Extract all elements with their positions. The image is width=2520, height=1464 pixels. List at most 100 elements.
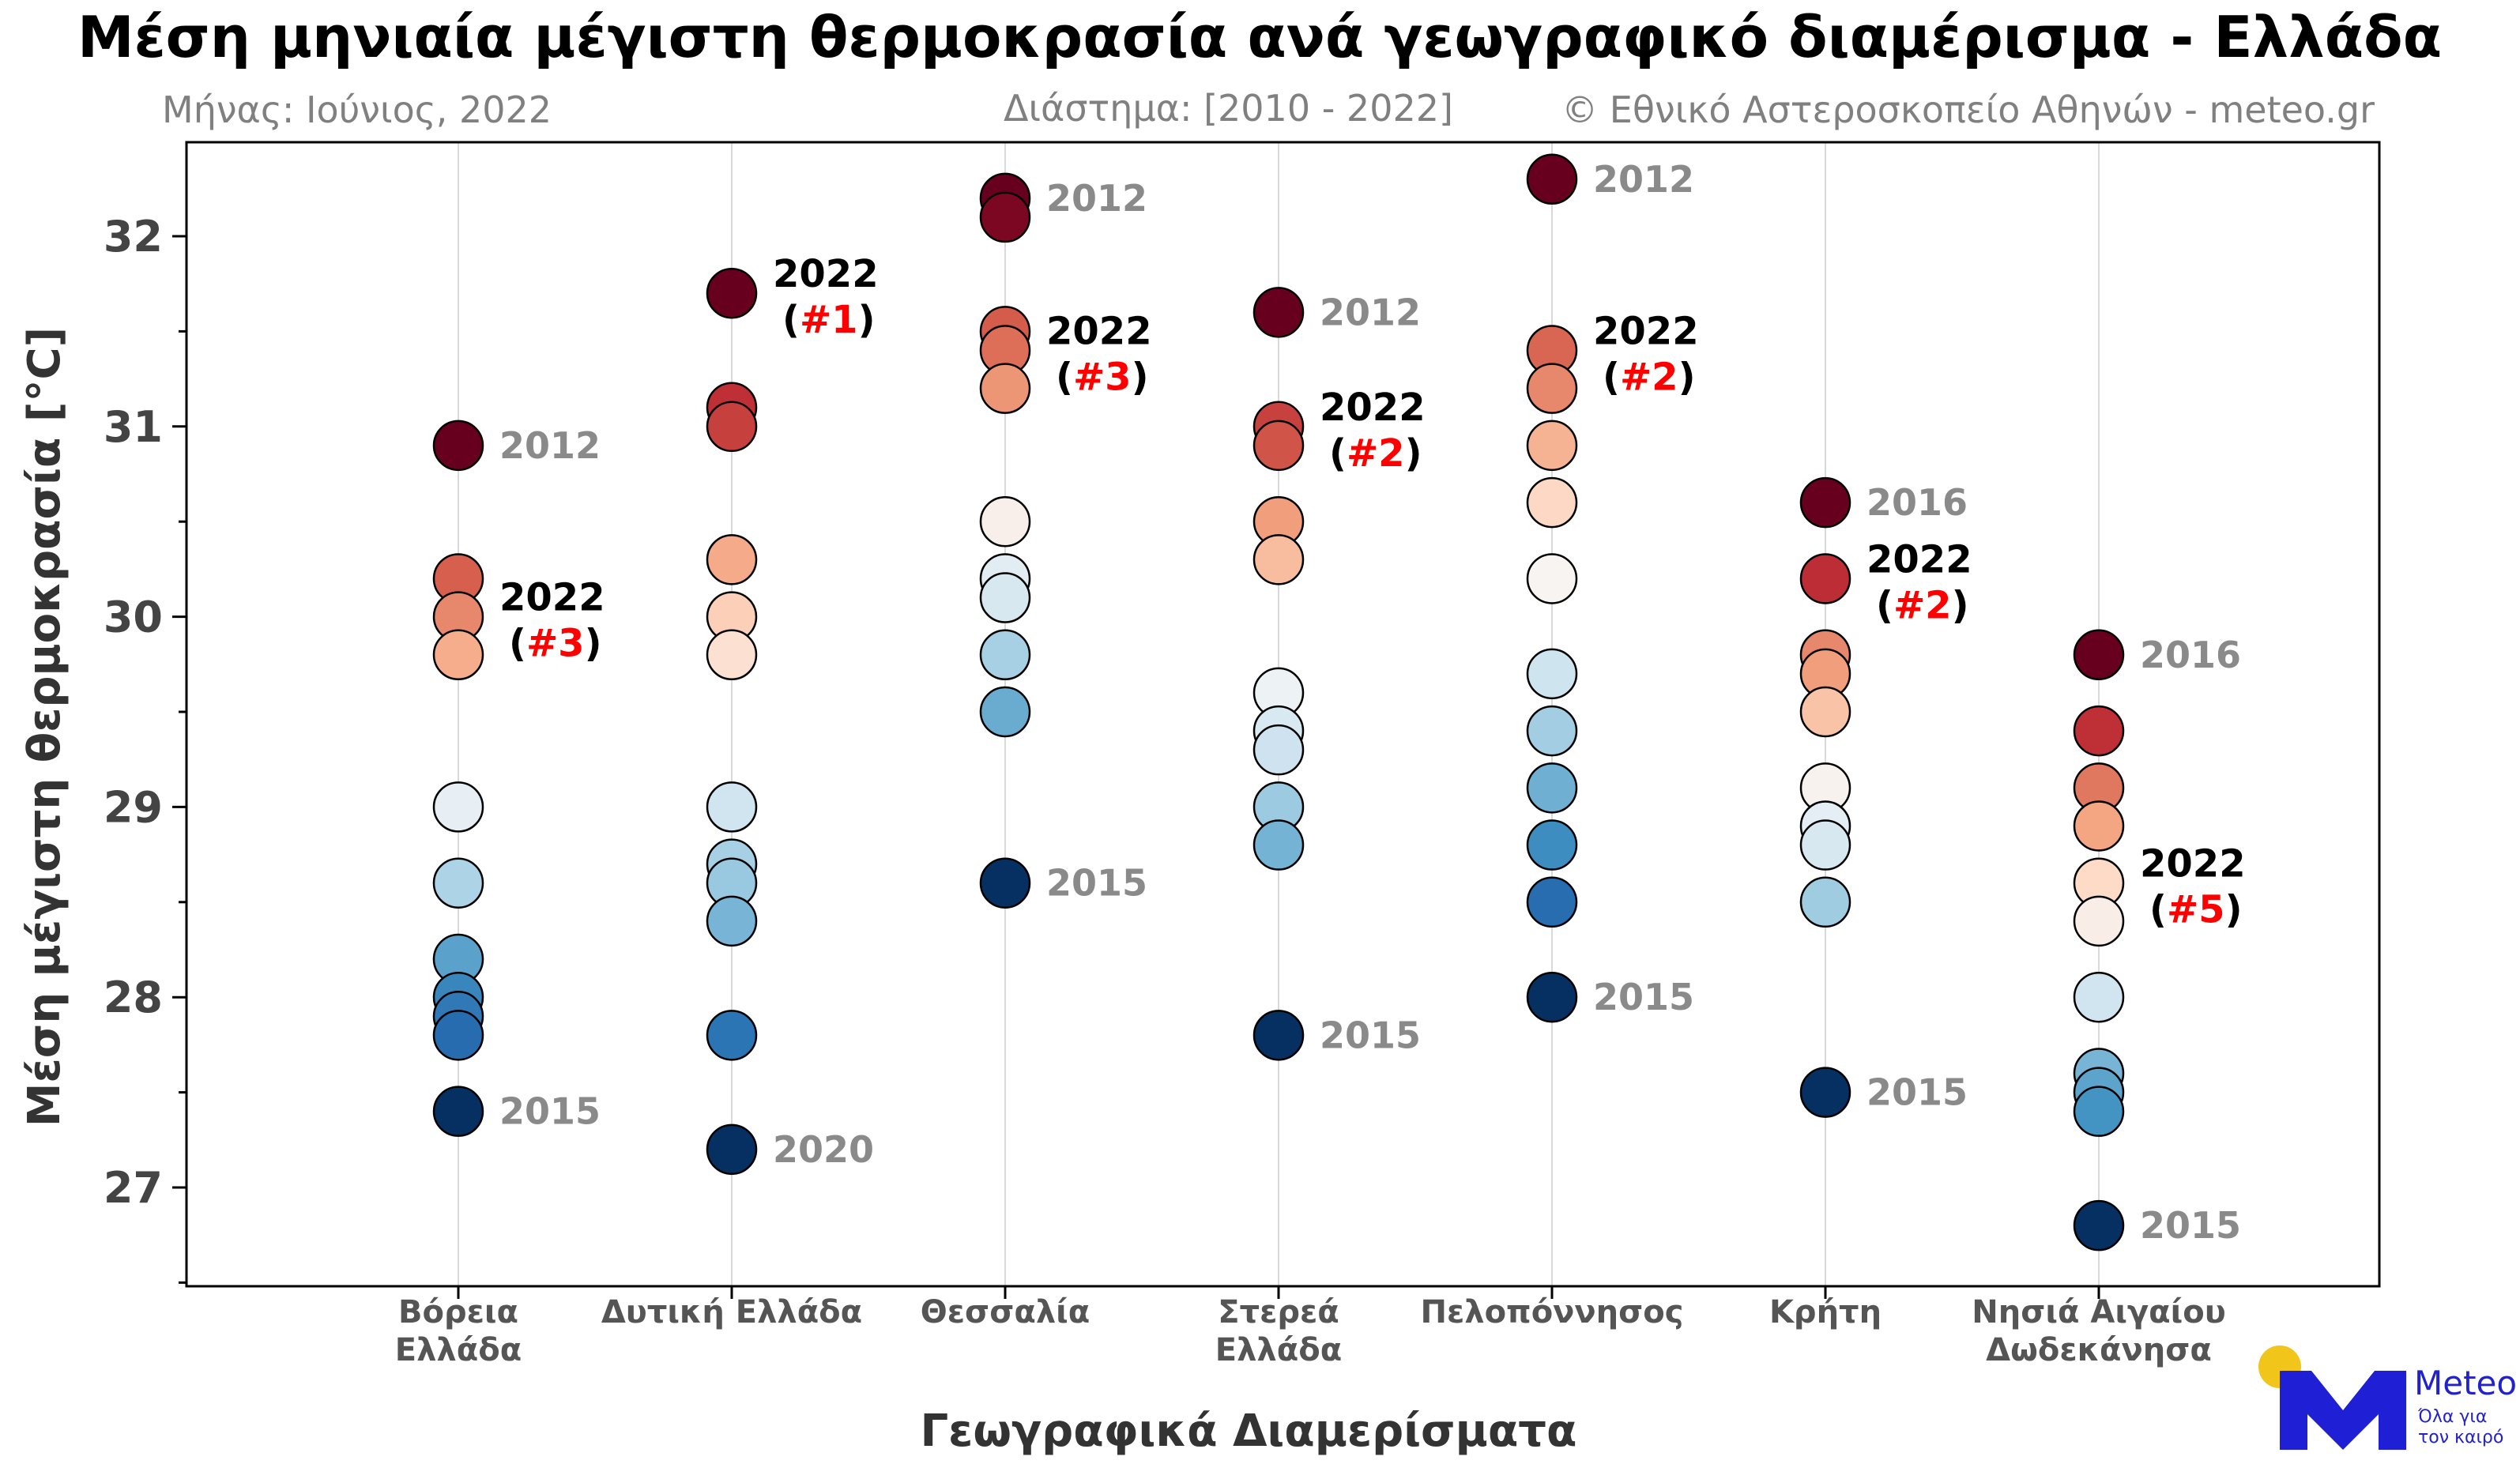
y-tick-label: 30 <box>104 593 163 642</box>
data-point <box>1526 553 1578 604</box>
max-year-label: 2016 <box>1866 481 1968 524</box>
current-year-label: 2022 <box>1046 309 1152 353</box>
data-point <box>706 781 758 833</box>
data-point <box>1799 819 1851 871</box>
data-point <box>432 629 484 681</box>
y-axis: 27 28 29 30 31 32 <box>104 212 186 1284</box>
current-rank-label: (#2) <box>1876 583 1969 627</box>
logo-tagline-1: Όλα για <box>2417 1407 2487 1427</box>
y-tick-label: 29 <box>104 782 163 832</box>
data-point <box>2073 971 2125 1023</box>
min-year-label: 2015 <box>499 1090 601 1133</box>
chart-title: Μέση μηνιαία μέγιστη θερμοκρασία ανά γεω… <box>77 4 2442 70</box>
data-point <box>706 629 758 681</box>
current-year-label: 2022 <box>1593 309 1699 353</box>
x-tick-label: Ελλάδα <box>395 1332 522 1368</box>
current-rank-label: (#3) <box>1056 355 1149 399</box>
data-point <box>1799 686 1851 738</box>
current-year-label: 2022 <box>773 252 879 296</box>
current-rank-label: (#2) <box>1603 355 1696 399</box>
data-point <box>1252 534 1305 585</box>
data-point <box>1252 420 1305 472</box>
data-point <box>432 420 484 472</box>
data-point <box>1252 287 1305 338</box>
current-year-label: 2022 <box>499 576 605 620</box>
copyright-label: © Εθνικό Αστεροσκοπείο Αθηνών - meteo.gr <box>1561 88 2375 131</box>
min-year-label: 2015 <box>1593 976 1694 1018</box>
max-year-label: 2012 <box>1046 177 1147 220</box>
data-point <box>1526 876 1578 928</box>
point-annotations: 201220152022(#3)20202022(#1)201220152022… <box>499 158 2246 1247</box>
max-year-label: 2012 <box>1320 291 1421 333</box>
max-year-label: 2012 <box>1593 158 1694 201</box>
meteo-m-mark-icon <box>2280 1371 2406 1450</box>
current-rank-label: (#5) <box>2149 888 2243 932</box>
y-tick-label: 27 <box>104 1163 163 1213</box>
data-point <box>1799 553 1851 604</box>
x-tick-label: Ελλάδα <box>1215 1332 1342 1368</box>
period-label: Διάστημα: [2010 - 2022] <box>1004 87 1453 130</box>
y-tick-label: 32 <box>104 212 163 262</box>
max-year-label: 2016 <box>2140 634 2241 676</box>
y-tick-label: 31 <box>104 402 163 452</box>
x-tick-label: Θεσσαλία <box>921 1294 1090 1330</box>
x-tick-label: Νησιά Αιγαίου <box>1972 1294 2225 1330</box>
data-point <box>706 1123 758 1176</box>
x-tick-label: Κρήτη <box>1769 1294 1882 1330</box>
max-year-label: 2012 <box>499 424 601 467</box>
data-point <box>1526 762 1578 814</box>
x-axis-label: Γεωγραφικά Διαμερίσματα <box>920 1406 1576 1457</box>
data-point <box>2073 705 2125 757</box>
x-tick-label: Δωδεκάνησα <box>1986 1332 2212 1368</box>
min-year-label: 2020 <box>773 1128 874 1171</box>
data-point <box>1526 476 1578 529</box>
data-point <box>1526 705 1578 757</box>
data-point <box>1526 648 1578 700</box>
data-point <box>979 686 1031 738</box>
data-point <box>2073 629 2125 681</box>
logo-tagline-2: τον καιρό <box>2418 1428 2503 1447</box>
data-point <box>1526 363 1578 414</box>
x-tick-label: Στερεά <box>1218 1294 1339 1330</box>
data-point <box>979 572 1031 623</box>
data-point <box>706 401 758 453</box>
min-year-label: 2015 <box>2140 1204 2241 1247</box>
x-tick-label: Δυτική Ελλάδα <box>601 1294 862 1330</box>
min-year-label: 2015 <box>1320 1014 1421 1056</box>
data-point <box>979 191 1031 243</box>
y-axis-label: Μέση μέγιστη θερμοκρασία [°C] <box>19 327 70 1127</box>
data-point <box>432 781 484 833</box>
y-tick-label: 28 <box>104 973 163 1022</box>
data-point <box>2073 895 2125 947</box>
data-point <box>706 895 758 947</box>
data-point <box>979 495 1031 548</box>
data-point <box>432 857 484 909</box>
min-year-label: 2015 <box>1046 862 1147 905</box>
current-year-label: 2022 <box>1866 537 1972 581</box>
x-tick-label: Πελοπόννησος <box>1421 1294 1684 1330</box>
current-year-label: 2022 <box>2140 842 2246 886</box>
data-point <box>1526 153 1578 205</box>
data-point <box>1252 724 1305 776</box>
data-point <box>1252 1010 1305 1061</box>
data-point <box>1526 819 1578 871</box>
data-point <box>706 267 758 319</box>
data-point <box>1526 971 1578 1023</box>
data-point <box>979 363 1031 414</box>
current-year-label: 2022 <box>1320 386 1426 430</box>
data-point <box>1799 876 1851 928</box>
month-label: Μήνας: Ιούνιος, 2022 <box>162 88 552 131</box>
data-point <box>1799 476 1851 529</box>
data-point <box>979 857 1031 909</box>
data-point <box>1252 819 1305 871</box>
data-point <box>2073 800 2125 852</box>
data-points <box>432 153 2125 1251</box>
min-year-label: 2015 <box>1866 1071 1968 1114</box>
x-tick-label: Βόρεια <box>398 1294 518 1330</box>
data-point <box>706 534 758 585</box>
current-rank-label: (#3) <box>509 622 602 666</box>
plot-frame <box>185 141 2381 1288</box>
data-point <box>432 1010 484 1061</box>
